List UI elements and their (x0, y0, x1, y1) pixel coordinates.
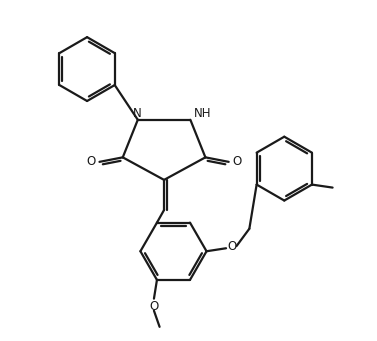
Text: O: O (232, 154, 242, 168)
Text: N: N (133, 107, 142, 120)
Text: O: O (87, 154, 96, 168)
Text: O: O (149, 300, 159, 313)
Text: NH: NH (194, 107, 211, 120)
Text: O: O (227, 240, 236, 253)
